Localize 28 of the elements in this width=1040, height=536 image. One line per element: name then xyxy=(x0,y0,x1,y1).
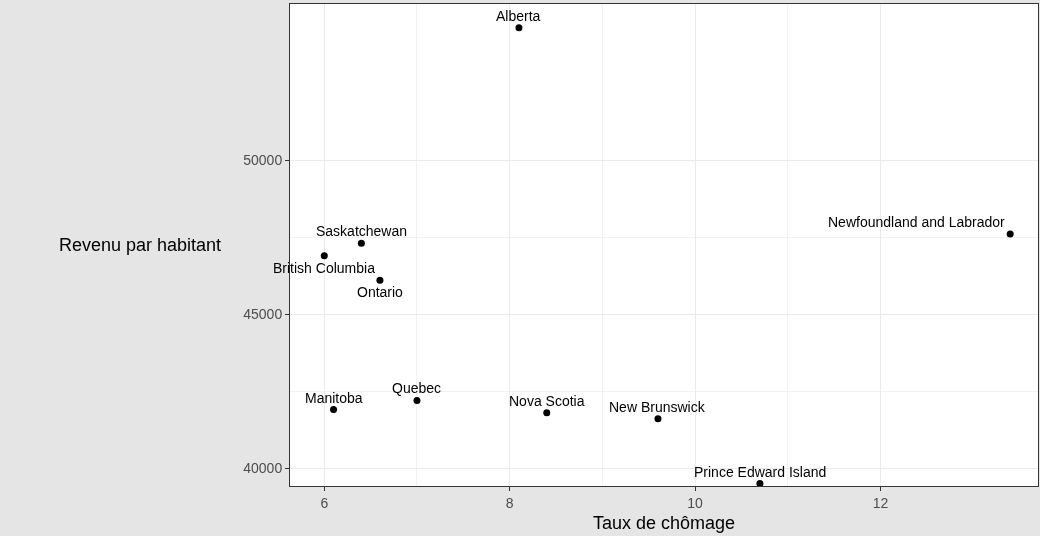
annotation: Saskatchewan xyxy=(316,223,408,239)
point xyxy=(330,406,338,414)
x-tick-label: 12 xyxy=(872,494,889,511)
y-tick-label: 45000 xyxy=(243,306,283,323)
point xyxy=(413,396,421,404)
point xyxy=(756,480,764,486)
point xyxy=(515,24,523,32)
point xyxy=(543,409,551,417)
x-axis-title: Taux de chômage xyxy=(592,512,736,533)
annotation: Nova Scotia xyxy=(509,393,585,409)
point xyxy=(1006,230,1014,238)
annotation: Alberta xyxy=(496,8,541,24)
annotation: Ontario xyxy=(357,284,404,300)
annotation: Quebec xyxy=(392,380,442,396)
y-tick-label: 40000 xyxy=(243,460,283,477)
annotation: Manitoba xyxy=(305,390,363,406)
point xyxy=(320,252,328,260)
annotation: Prince Edward Island xyxy=(694,464,827,480)
point xyxy=(654,415,662,423)
annotation: Newfoundland and Labrador xyxy=(828,214,1006,230)
y-axis-title: Revenu par habitant xyxy=(59,235,222,255)
x-tick-label: 10 xyxy=(687,494,704,511)
y-tick-label: 50000 xyxy=(243,152,283,169)
annotation: New Brunswick xyxy=(609,399,706,415)
x-tick-label: 6 xyxy=(320,494,329,511)
point xyxy=(357,239,365,247)
x-tick-label: 8 xyxy=(505,494,514,511)
point xyxy=(376,276,384,284)
